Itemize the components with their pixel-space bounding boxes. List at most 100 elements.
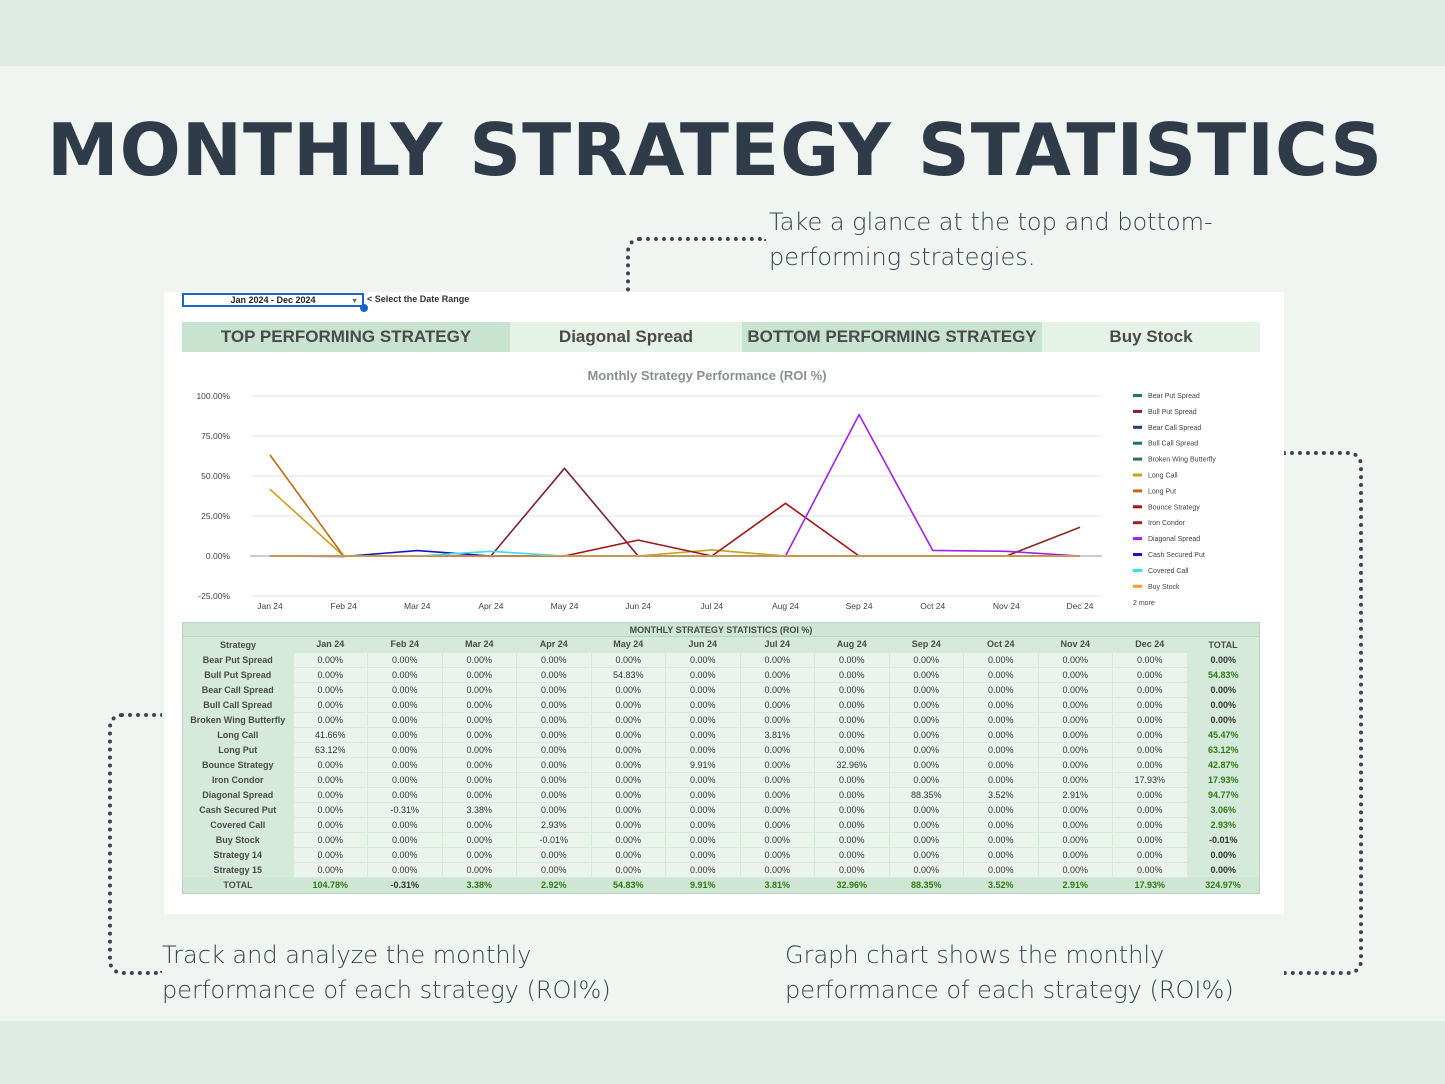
total-cell[interactable]: -0.01% [1187,832,1259,847]
roi-cell[interactable]: 0.00% [1037,741,1113,758]
roi-cell[interactable]: 2.91% [1037,786,1113,803]
roi-cell[interactable]: 0.00% [590,861,666,878]
roi-cell[interactable]: 0.00% [1112,816,1188,833]
roi-cell[interactable]: 0.00% [963,771,1039,788]
roi-cell[interactable]: 0.00% [516,711,592,728]
roi-cell[interactable]: 2.91% [1038,877,1113,892]
roi-cell[interactable]: 3.81% [740,877,815,892]
roi-cell[interactable]: 0.00% [888,756,964,773]
roi-cell[interactable]: 0.00% [590,711,666,728]
roi-cell[interactable]: 0.00% [814,666,890,683]
roi-cell[interactable]: 0.00% [367,696,443,713]
total-cell[interactable]: 324.97% [1187,877,1259,892]
roi-cell[interactable]: 0.00% [292,756,368,773]
roi-cell[interactable]: 0.00% [739,696,815,713]
roi-cell[interactable]: 41.66% [292,726,368,743]
roi-cell[interactable]: 0.00% [367,771,443,788]
roi-cell[interactable]: 0.00% [441,726,517,743]
roi-cell[interactable]: 0.00% [888,816,964,833]
roi-cell[interactable]: 0.00% [1112,666,1188,683]
roi-cell[interactable]: 17.93% [1112,771,1188,788]
strategy-name-cell[interactable]: Covered Call [183,817,293,832]
roi-cell[interactable]: 0.00% [590,696,666,713]
roi-cell[interactable]: 0.00% [963,861,1039,878]
roi-cell[interactable]: 0.00% [963,666,1039,683]
roi-cell[interactable]: 0.00% [888,861,964,878]
strategy-name-cell[interactable]: Diagonal Spread [183,787,293,802]
roi-cell[interactable]: 0.00% [963,711,1039,728]
roi-cell[interactable]: 0.00% [441,696,517,713]
roi-cell[interactable]: 0.00% [963,801,1039,818]
roi-cell[interactable]: 0.00% [516,861,592,878]
total-cell[interactable]: 0.00% [1187,682,1259,697]
roi-cell[interactable]: 0.00% [814,771,890,788]
roi-cell[interactable]: 0.00% [441,651,517,668]
roi-cell[interactable]: 0.00% [739,831,815,848]
strategy-name-cell[interactable]: Bear Call Spread [183,682,293,697]
roi-cell[interactable]: 0.00% [739,711,815,728]
total-cell[interactable]: 0.00% [1187,847,1259,862]
total-cell[interactable]: 45.47% [1187,727,1259,742]
roi-cell[interactable]: 17.93% [1112,877,1187,892]
roi-cell[interactable]: 0.00% [590,771,666,788]
roi-cell[interactable]: 0.00% [665,666,741,683]
roi-cell[interactable]: 0.00% [367,786,443,803]
roi-cell[interactable]: 0.00% [292,786,368,803]
roi-cell[interactable]: 88.35% [888,786,964,803]
roi-cell[interactable]: 0.00% [1112,786,1188,803]
roi-cell[interactable]: 0.00% [739,816,815,833]
roi-cell[interactable]: 0.00% [888,666,964,683]
strategy-name-cell[interactable]: Bull Put Spread [183,667,293,682]
roi-cell[interactable]: 0.00% [1112,861,1188,878]
strategy-name-cell[interactable]: Cash Secured Put [183,802,293,817]
roi-cell[interactable]: 0.00% [665,846,741,863]
roi-cell[interactable]: 0.00% [590,741,666,758]
roi-cell[interactable]: 0.00% [814,816,890,833]
total-cell[interactable]: 0.00% [1187,697,1259,712]
roi-cell[interactable]: 0.00% [1037,846,1113,863]
roi-cell[interactable]: 3.81% [739,726,815,743]
roi-cell[interactable]: 0.00% [814,696,890,713]
roi-cell[interactable]: 3.52% [963,877,1038,892]
roi-cell[interactable]: 0.00% [292,861,368,878]
roi-cell[interactable]: 0.00% [739,861,815,878]
roi-cell[interactable]: 0.00% [367,831,443,848]
total-cell[interactable]: 94.77% [1187,787,1259,802]
total-cell[interactable]: 0.00% [1187,862,1259,877]
roi-cell[interactable]: 0.00% [888,681,964,698]
roi-cell[interactable]: -0.01% [516,831,592,848]
total-cell[interactable]: 3.06% [1187,802,1259,817]
roi-cell[interactable]: 0.00% [1037,861,1113,878]
roi-cell[interactable]: 0.00% [441,861,517,878]
roi-cell[interactable]: 0.00% [1112,741,1188,758]
total-cell[interactable]: 54.83% [1187,667,1259,682]
roi-cell[interactable]: 0.00% [963,756,1039,773]
strategy-name-cell[interactable]: Bear Put Spread [183,652,293,667]
roi-cell[interactable]: 32.96% [814,877,889,892]
strategy-name-cell[interactable]: Broken Wing Butterfly [183,712,293,727]
roi-cell[interactable]: 0.00% [814,786,890,803]
roi-cell[interactable]: 0.00% [590,681,666,698]
roi-cell[interactable]: 0.00% [1112,681,1188,698]
roi-cell[interactable]: 0.00% [963,696,1039,713]
roi-cell[interactable]: 0.00% [441,741,517,758]
roi-cell[interactable]: 0.00% [292,651,368,668]
roi-cell[interactable]: 3.52% [963,786,1039,803]
roi-cell[interactable]: 0.00% [739,681,815,698]
roi-cell[interactable]: 0.00% [665,741,741,758]
roi-cell[interactable]: 0.00% [292,711,368,728]
roi-cell[interactable]: 0.00% [665,696,741,713]
roi-cell[interactable]: 0.00% [814,726,890,743]
roi-cell[interactable]: 0.00% [590,756,666,773]
roi-cell[interactable]: 0.00% [1037,711,1113,728]
strategy-name-cell[interactable]: Strategy 15 [183,862,293,877]
total-cell[interactable]: 63.12% [1187,742,1259,757]
roi-cell[interactable]: 2.92% [516,877,591,892]
roi-cell[interactable]: 0.00% [814,741,890,758]
total-cell[interactable]: 42.87% [1187,757,1259,772]
roi-cell[interactable]: 0.00% [367,651,443,668]
roi-cell[interactable]: 0.00% [888,831,964,848]
roi-cell[interactable]: 0.00% [367,861,443,878]
roi-cell[interactable]: -0.31% [367,877,442,892]
roi-cell[interactable]: 0.00% [814,681,890,698]
